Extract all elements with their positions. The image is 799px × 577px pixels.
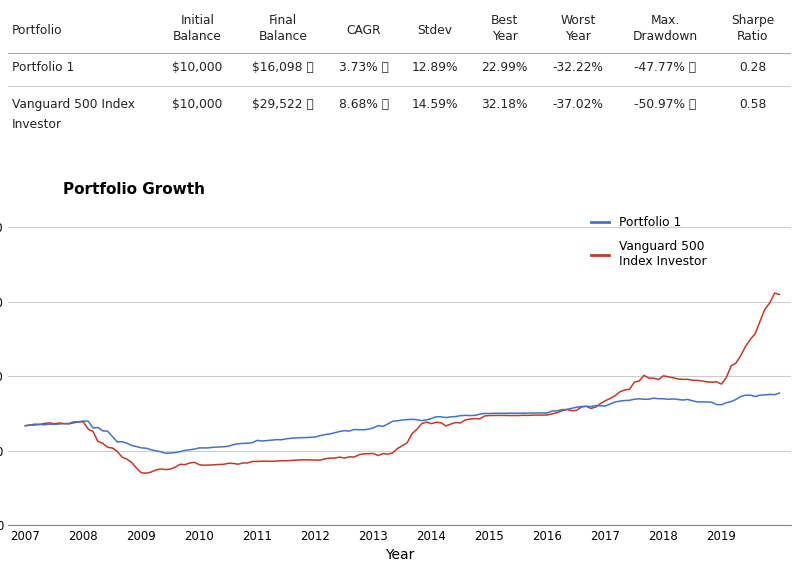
Text: -32.22%: -32.22% [553,61,603,74]
Text: Balance: Balance [258,31,307,43]
Text: Year: Year [492,31,518,43]
Text: 22.99%: 22.99% [482,61,528,74]
Text: Investor: Investor [12,118,62,132]
Text: $10,000: $10,000 [173,61,223,74]
Text: 14.59%: 14.59% [411,98,458,111]
Text: 0.28: 0.28 [739,61,766,74]
Text: Vanguard 500 Index: Vanguard 500 Index [12,98,135,111]
Text: -47.77% ⓘ: -47.77% ⓘ [634,61,697,74]
Text: Worst: Worst [560,14,596,27]
Text: $29,522 ⓘ: $29,522 ⓘ [252,98,314,111]
Text: -50.97% ⓘ: -50.97% ⓘ [634,98,697,111]
Text: Balance: Balance [173,31,222,43]
Text: 0.58: 0.58 [739,98,766,111]
Text: 32.18%: 32.18% [482,98,528,111]
Text: Portfolio: Portfolio [12,24,62,37]
X-axis label: Year: Year [385,549,414,563]
Text: 8.68% ⓘ: 8.68% ⓘ [339,98,389,111]
Text: Max.: Max. [650,14,680,27]
Text: 12.89%: 12.89% [411,61,458,74]
Text: $16,098 ⓘ: $16,098 ⓘ [252,61,314,74]
Text: Initial: Initial [181,14,214,27]
Text: Drawdown: Drawdown [633,31,698,43]
Text: Final: Final [268,14,297,27]
Legend: Portfolio 1, Vanguard 500
Index Investor: Portfolio 1, Vanguard 500 Index Investor [586,212,711,273]
Text: -37.02%: -37.02% [553,98,603,111]
Text: Portfolio Growth: Portfolio Growth [63,182,205,197]
Text: $10,000: $10,000 [173,98,223,111]
Text: Ratio: Ratio [737,31,769,43]
Text: CAGR: CAGR [347,24,381,37]
Text: Best: Best [491,14,519,27]
Text: Sharpe: Sharpe [731,14,774,27]
Text: Stdev: Stdev [417,24,452,37]
Text: Year: Year [565,31,591,43]
Text: 3.73% ⓘ: 3.73% ⓘ [339,61,388,74]
Text: Portfolio 1: Portfolio 1 [12,61,74,74]
